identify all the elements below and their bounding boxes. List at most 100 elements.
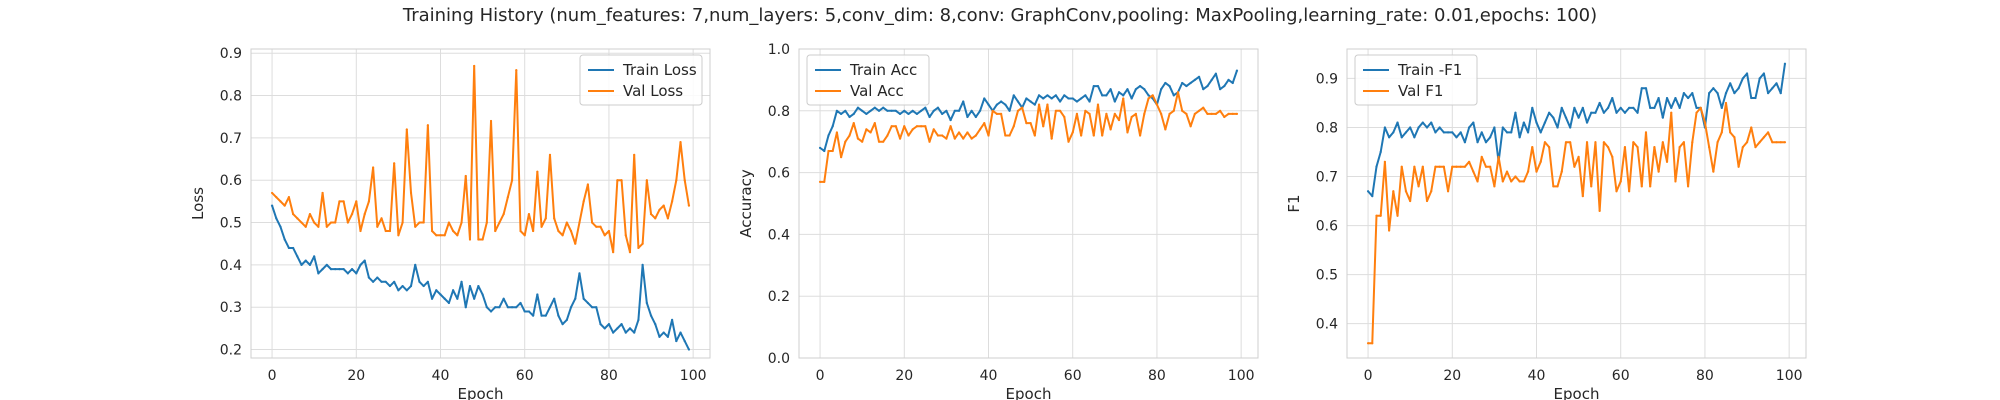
f1-train-f1-point <box>1729 82 1732 85</box>
loss-x-tick-label: 40 <box>432 368 450 384</box>
accuracy-val-acc-point <box>1181 109 1184 112</box>
accuracy-val-acc-points <box>818 91 1239 183</box>
f1-train-f1-point <box>1590 111 1593 114</box>
loss-train-loss-point <box>270 204 274 207</box>
loss-train-loss-point <box>489 310 493 313</box>
loss-val-loss-point <box>481 238 484 241</box>
loss-train-loss-point <box>654 323 657 326</box>
loss-val-loss-point <box>666 217 669 220</box>
accuracy-train-acc-point <box>1096 84 1100 88</box>
loss-legend-label-val-loss: Val Loss <box>623 82 683 100</box>
accuracy-val-acc-point <box>1202 106 1205 109</box>
accuracy-val-acc-point <box>970 137 973 140</box>
f1-val-f1-point <box>1522 180 1525 183</box>
loss-x-axis-label: Epoch <box>458 385 504 400</box>
loss-val-loss-point <box>599 225 602 228</box>
loss-val-loss-point <box>612 251 615 254</box>
f1-train-f1-point <box>1712 87 1715 90</box>
accuracy-val-acc-point <box>1042 125 1045 128</box>
f1-x-tick-label: 60 <box>1612 368 1630 384</box>
f1-train-f1-point <box>1767 92 1770 95</box>
accuracy-train-acc-point <box>1206 84 1209 88</box>
accuracy-train-acc-point <box>1088 100 1091 103</box>
loss-train-loss-point <box>540 314 543 317</box>
loss-val-loss-point <box>485 221 488 224</box>
loss-train-loss-point <box>658 335 661 338</box>
loss-train-loss-point <box>624 331 627 334</box>
loss-val-loss-point <box>569 229 573 233</box>
f1-x-tick-label: 40 <box>1528 368 1546 384</box>
loss-train-loss-point <box>544 314 547 317</box>
f1-val-f1-point <box>1489 165 1492 168</box>
f1-train-f1-point <box>1455 136 1458 139</box>
f1-val-f1-point <box>1737 165 1740 168</box>
f1-val-f1-point <box>1480 155 1483 159</box>
accuracy-train-acc-point <box>1210 78 1213 81</box>
f1-train-f1-point <box>1745 72 1749 75</box>
f1-val-f1-point <box>1695 111 1698 114</box>
loss-train-loss-point <box>447 301 451 305</box>
loss-val-loss-point <box>388 229 392 233</box>
accuracy-x-tick-label: 100 <box>1228 368 1255 384</box>
f1-val-f1-point <box>1505 170 1509 173</box>
accuracy-val-acc-point <box>978 128 982 131</box>
loss-train-loss-point <box>300 263 303 266</box>
accuracy-val-acc-point <box>1231 112 1234 115</box>
accuracy-val-acc-point <box>920 125 923 128</box>
loss-val-loss-point <box>582 200 585 203</box>
loss-y-tick-label: 0.6 <box>220 173 242 189</box>
loss-val-loss-point <box>384 229 387 233</box>
accuracy-val-acc-point <box>844 140 847 143</box>
f1-val-f1-point <box>1754 145 1757 149</box>
loss-val-loss-point <box>342 200 345 203</box>
loss-train-loss-point <box>553 297 556 300</box>
accuracy-train-acc-point <box>1080 97 1083 100</box>
f1-train-f1-point <box>1686 96 1690 100</box>
loss-train-loss-point <box>287 246 290 250</box>
loss-val-loss-point <box>473 64 476 68</box>
accuracy-val-acc-point <box>1025 122 1028 125</box>
loss-x-tick-label: 100 <box>680 368 707 384</box>
accuracy-val-acc-point <box>1004 134 1007 137</box>
f1-train-f1-point <box>1783 62 1787 65</box>
f1-val-f1-point <box>1421 165 1424 168</box>
accuracy-val-acc-point <box>869 131 872 134</box>
accuracy-val-acc-point <box>1058 109 1062 112</box>
loss-train-loss-point <box>422 284 425 288</box>
loss-val-loss-point <box>519 229 522 233</box>
loss-train-loss-point <box>468 284 472 288</box>
accuracy-val-acc-point <box>907 134 910 137</box>
f1-val-f1-point <box>1400 165 1403 168</box>
accuracy-train-acc-point <box>840 112 843 115</box>
f1-val-f1-point <box>1468 160 1471 163</box>
loss-val-loss-point <box>578 221 581 224</box>
f1-val-f1-point <box>1691 141 1694 144</box>
accuracy-train-acc-point <box>869 109 872 112</box>
f1-train-f1-point <box>1413 136 1416 139</box>
loss-val-loss-point <box>494 229 497 233</box>
f1-train-f1-point <box>1446 131 1450 134</box>
accuracy-train-acc-point <box>1160 88 1163 91</box>
loss-val-loss-point <box>283 204 286 207</box>
loss-val-loss-point <box>300 221 303 224</box>
f1-val-f1-point <box>1417 185 1420 188</box>
f1-train-f1-point <box>1569 126 1572 129</box>
f1-train-f1-point <box>1552 116 1555 119</box>
accuracy-train-acc-point <box>1214 72 1217 75</box>
accuracy-val-acc-point <box>1092 134 1095 137</box>
f1-train-f1-point <box>1695 106 1698 109</box>
accuracy-val-acc-point <box>987 134 990 137</box>
f1-val-f1-point <box>1442 165 1445 168</box>
f1-val-f1-point <box>1678 145 1681 149</box>
loss-train-loss-point <box>439 293 442 296</box>
accuracy-val-acc-point <box>1033 134 1036 137</box>
loss-train-loss-point <box>607 323 611 326</box>
loss-val-loss-point <box>565 221 568 224</box>
f1-x-axis-label: Epoch <box>1554 385 1600 400</box>
loss-y-tick-label: 0.4 <box>220 258 242 274</box>
loss-train-loss-point <box>485 306 488 309</box>
accuracy-val-acc-point <box>827 149 830 153</box>
loss-val-loss-point <box>447 221 451 224</box>
accuracy-train-acc-point <box>1071 97 1074 100</box>
loss-train-loss-point <box>687 348 691 351</box>
